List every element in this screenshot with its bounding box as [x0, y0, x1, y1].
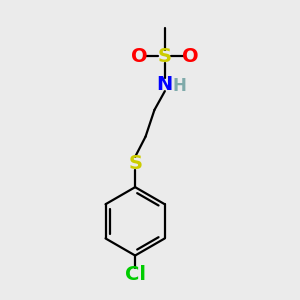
Text: Cl: Cl: [124, 265, 146, 284]
Text: O: O: [182, 47, 198, 66]
Text: S: S: [158, 47, 172, 66]
Text: H: H: [173, 77, 187, 95]
Text: O: O: [131, 47, 148, 66]
Text: N: N: [157, 75, 173, 94]
Text: S: S: [128, 154, 142, 173]
